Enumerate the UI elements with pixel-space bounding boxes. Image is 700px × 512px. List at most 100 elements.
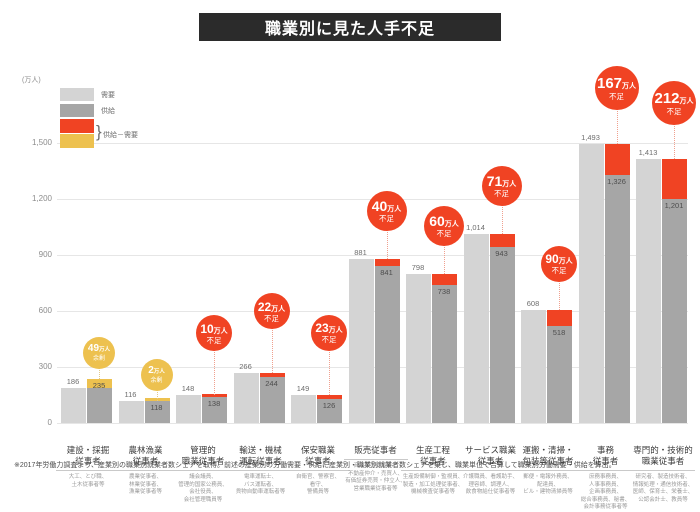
bar-group-hoan[interactable]: 149 126 23万人 不足: [290, 143, 347, 423]
bar-gap-shortage[interactable]: [202, 394, 227, 398]
callout-word: 余剰: [92, 356, 105, 363]
bar-demand[interactable]: [406, 274, 431, 423]
x-label-sub: 研究者、製造技術者、 情報処理・通信技術者、 医師、保育士、栄養士、 公認会計士、教員…: [632, 474, 694, 503]
bar-supply[interactable]: [662, 198, 687, 423]
callout-number: 10万人: [200, 321, 228, 336]
gridline: [57, 255, 688, 256]
bar-supply[interactable]: [374, 266, 400, 423]
callout-bubble-kensetsu[interactable]: 49万人 余剰: [83, 337, 115, 370]
bar-supply[interactable]: [604, 175, 630, 423]
bar-group-nourin[interactable]: 116 118 2万人 余剰: [118, 143, 174, 423]
bar-supply[interactable]: [202, 397, 227, 423]
callout-unit: 万人: [558, 257, 573, 265]
value-label-demand: 1,413: [638, 148, 658, 158]
bar-supply[interactable]: [489, 246, 515, 423]
bubble-leader-line: [501, 203, 503, 234]
bar-demand[interactable]: [233, 373, 259, 423]
bar-demand[interactable]: [348, 258, 374, 423]
bar-gap-shortage[interactable]: [604, 144, 630, 176]
bubble-leader-line: [99, 367, 100, 380]
callout-bubble-jimu[interactable]: 167万人 不足: [594, 66, 639, 111]
callout-bubble-yusou[interactable]: 22万人 不足: [253, 293, 290, 330]
callout-bubble-hoan[interactable]: 23万人 不足: [311, 315, 347, 352]
bar-group-unpan[interactable]: 608 518 90万人 不足: [520, 143, 577, 423]
bar-group-senmon[interactable]: 1,413 1,201 212万人 不足: [635, 81, 696, 423]
value-label-demand: 608: [526, 298, 540, 308]
callout-bubble-nourin[interactable]: 2万人 余剰: [140, 358, 173, 391]
bar-supply[interactable]: [547, 326, 572, 423]
callout-bubble-senmon[interactable]: 212万人 不足: [652, 81, 696, 126]
bar-gap-shortage[interactable]: [259, 373, 285, 378]
value-label-demand: 1,493: [581, 133, 600, 143]
legend-label-demand: 需要: [101, 91, 115, 99]
callout-bubble-seisan[interactable]: 60万人 不足: [424, 206, 464, 247]
callout-bubble-unpan[interactable]: 90万人 不足: [541, 245, 577, 282]
legend-swatch-surplus: [60, 134, 94, 148]
value-label-supply: 138: [207, 399, 221, 409]
value-label-demand: 149: [296, 384, 310, 394]
bar-supply[interactable]: [144, 400, 170, 423]
legend-brace-icon: }: [96, 122, 102, 141]
bar-demand[interactable]: [463, 233, 489, 423]
bar-supply[interactable]: [259, 377, 285, 423]
bubble-leader-line: [616, 108, 618, 145]
bar-demand[interactable]: [176, 395, 201, 423]
bar-supply[interactable]: [317, 399, 342, 423]
bar-group-yusou[interactable]: 266 244 22万人 不足: [233, 143, 290, 423]
callout-unit: 万人: [444, 221, 459, 229]
legend-swatch-demand: [60, 88, 94, 101]
bar-group-kanriteki[interactable]: 148 138 10万人 不足: [175, 143, 232, 423]
bar-group-kensetsu[interactable]: 186 235 49万人 余剰: [60, 143, 116, 423]
bar-demand[interactable]: [521, 309, 546, 423]
value-label-supply: 738: [437, 287, 451, 297]
value-label-supply: 244: [265, 379, 278, 389]
bar-demand[interactable]: [636, 159, 661, 423]
bar-group-seisan[interactable]: 798 738 60万人 不足: [405, 143, 464, 423]
bar-supply[interactable]: [432, 285, 457, 423]
gridline: [57, 423, 688, 424]
legend-swatch-shortage: [60, 119, 94, 133]
x-label-main: 事務 従事者: [573, 445, 638, 471]
callout-word: 不足: [321, 335, 337, 345]
legend-item-demand: 需要: [60, 87, 170, 102]
value-label-supply: 126: [322, 401, 336, 411]
bar-gap-shortage[interactable]: [374, 258, 400, 267]
callout-word: 不足: [206, 335, 222, 345]
bar-demand[interactable]: [578, 144, 604, 423]
bar-demand[interactable]: [61, 388, 86, 423]
callout-bubble-service[interactable]: 71万人 不足: [481, 165, 522, 206]
chart-footnote: ※2017年労働力調査より、産業別の職業別就業者数シェアを取得。前述の産業別の労…: [14, 462, 616, 469]
bubble-leader-line: [386, 228, 388, 259]
callout-unit: 万人: [328, 327, 343, 335]
callout-unit: 万人: [99, 347, 111, 354]
callout-word: 不足: [666, 107, 682, 116]
callout-unit: 万人: [271, 305, 286, 313]
bar-gap-shortage[interactable]: [547, 309, 572, 327]
bar-demand[interactable]: [291, 395, 316, 423]
bubble-leader-line: [444, 244, 445, 275]
value-label-supply: 1,326: [607, 177, 626, 187]
bar-group-service[interactable]: 1,014 943 71万人 不足: [463, 143, 522, 423]
x-label-senmon: 専門的・技術的 職業従事者 研究者、製造技術者、 情報処理・通信技術者、 医師、保育士、…: [627, 445, 699, 504]
callout-bubble-hanbai[interactable]: 40万人 不足: [366, 190, 407, 231]
y-axis-tick: 0: [47, 418, 52, 427]
bar-gap-shortage[interactable]: [317, 395, 342, 400]
x-label-main: 農林漁業 従事者: [113, 445, 178, 471]
callout-number: 60万人: [429, 213, 459, 230]
bar-group-hanbai[interactable]: 881 841 40万人 不足: [348, 143, 407, 423]
bar-demand[interactable]: [118, 401, 144, 423]
value-label-supply: 518: [552, 328, 566, 338]
value-label-demand: 186: [66, 377, 80, 387]
bar-gap-shortage[interactable]: [489, 233, 515, 247]
x-label-main: 輸送・機械 運転従事者: [228, 445, 293, 471]
callout-number: 167万人: [596, 75, 637, 93]
value-label-demand: 116: [124, 390, 137, 400]
bar-group-jimu[interactable]: 1,493 1,326 167万人 不足: [578, 66, 639, 423]
callout-bubble-kanriteki[interactable]: 10万人 不足: [196, 315, 232, 352]
x-label-main: 販売従事者: [343, 445, 408, 460]
bar-gap-surplus[interactable]: [87, 379, 112, 389]
callout-word: 不足: [264, 313, 279, 323]
bar-gap-shortage[interactable]: [432, 274, 457, 286]
bar-gap-shortage[interactable]: [662, 159, 687, 199]
x-label-main: 生産工程 従事者: [401, 445, 465, 471]
